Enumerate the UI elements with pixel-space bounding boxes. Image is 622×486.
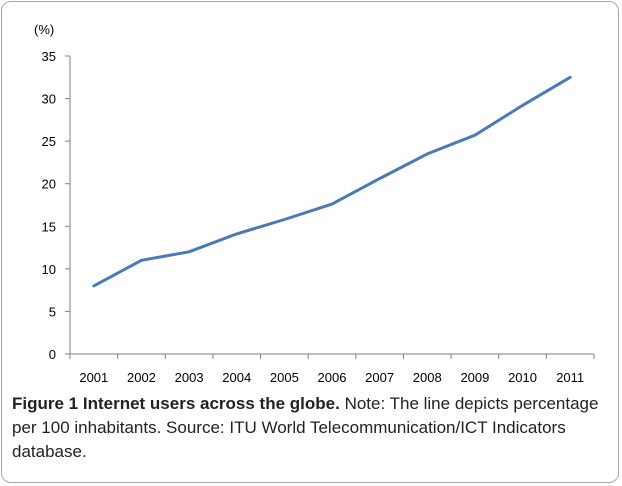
x-axis: 2001 2002 2003 2004 2005 2006 2007 2008 2009 2010…	[69, 353, 595, 385]
x-tick-label: 2001	[79, 370, 108, 385]
x-tick-label: 2005	[270, 370, 299, 385]
x-tick-label: 2004	[222, 370, 251, 385]
y-tick-label: 5	[49, 304, 56, 319]
caption-label: Figure 1	[12, 394, 79, 413]
x-tick-label: 2007	[365, 370, 394, 385]
y-tick-label: 30	[42, 92, 56, 107]
x-tick-label: 2002	[127, 370, 156, 385]
x-tick-label: 2006	[318, 370, 347, 385]
x-tick-label: 2009	[460, 370, 489, 385]
y-axis-unit-label: (%)	[34, 22, 54, 37]
x-tick-label: 2003	[175, 370, 204, 385]
caption-text: Note: The line depicts percentage per 10…	[12, 394, 599, 461]
y-tick-label: 35	[42, 49, 56, 64]
y-tick-label: 20	[42, 177, 56, 192]
series-line	[92, 75, 572, 288]
x-tick-label: 2010	[508, 370, 537, 385]
series-layer	[92, 75, 572, 288]
y-tick-label: 25	[42, 134, 56, 149]
y-axis: 0 5 10 15 20 25 30 35	[42, 49, 71, 362]
y-tick-label: 10	[42, 262, 56, 277]
y-tick-label: 15	[42, 219, 56, 234]
x-tick-label: 2011	[556, 370, 584, 385]
caption-title: Internet users across the globe.	[82, 394, 340, 413]
x-tick-label: 2008	[413, 370, 442, 385]
figure-caption: Figure 1 Internet users across the globe…	[12, 392, 612, 464]
y-tick-label: 0	[49, 347, 56, 362]
